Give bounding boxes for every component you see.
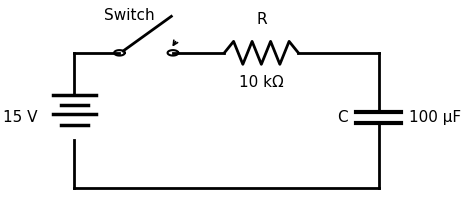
Text: 100 μF: 100 μF bbox=[409, 110, 461, 125]
Text: R: R bbox=[256, 12, 266, 27]
Text: Switch: Switch bbox=[105, 8, 155, 23]
Text: 15 V: 15 V bbox=[3, 110, 37, 125]
Text: 10 kΩ: 10 kΩ bbox=[239, 75, 284, 89]
Text: C: C bbox=[337, 110, 348, 125]
